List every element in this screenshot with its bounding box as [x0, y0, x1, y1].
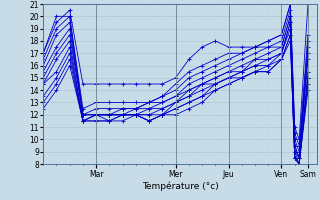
X-axis label: Température (°c): Température (°c): [142, 181, 218, 191]
